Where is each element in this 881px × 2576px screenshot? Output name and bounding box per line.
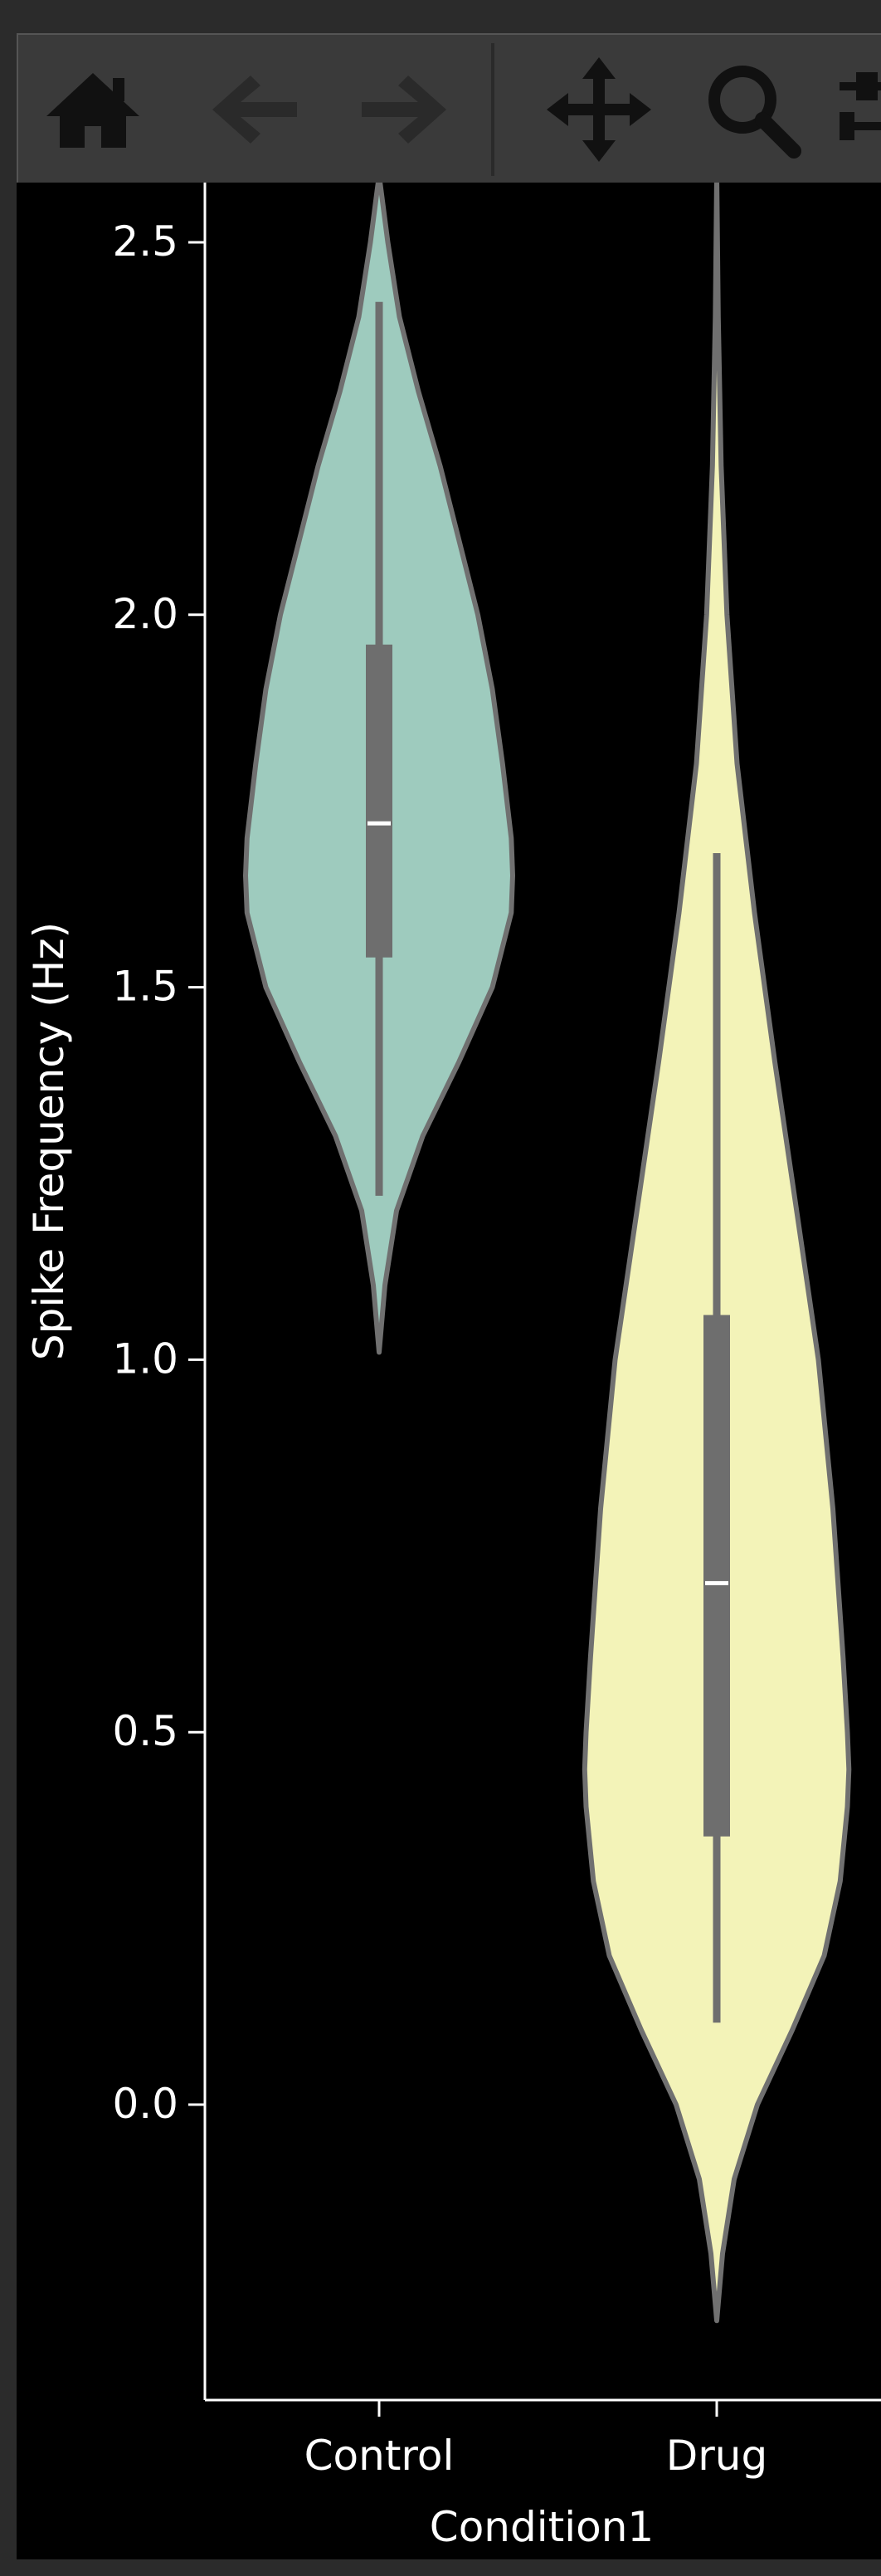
y-tick-label: 0.5 <box>112 1707 178 1755</box>
pan-icon <box>547 57 651 162</box>
zoom-button[interactable] <box>690 35 815 184</box>
pan-button[interactable] <box>537 35 661 184</box>
figure-canvas: 0.0 0.5 1.0 1.5 2.0 2.5 Control Drug Condition1 S… <box>17 173 881 2559</box>
navigation-toolbar <box>17 33 881 183</box>
y-axis-label: Spike Frequency (Hz) <box>25 922 73 1360</box>
y-tick-label: 2.5 <box>112 217 178 266</box>
y-tick-label: 1.5 <box>112 963 178 1011</box>
configure-subplots-icon <box>840 72 881 140</box>
iqr-box-control <box>366 644 392 958</box>
x-tick-label-control: Control <box>304 2432 455 2480</box>
home-button[interactable] <box>35 35 151 184</box>
home-icon <box>46 73 139 148</box>
configure-subplots-button[interactable] <box>840 35 881 184</box>
iqr-box-drug <box>703 1315 730 1837</box>
back-button[interactable] <box>197 35 313 184</box>
y-tick-label: 1.0 <box>112 1334 178 1383</box>
x-tick-label-drug: Drug <box>666 2432 768 2480</box>
x-axis-label: Condition1 <box>430 2503 654 2551</box>
back-arrow-icon <box>212 76 297 144</box>
y-tick-label: 2.0 <box>112 590 178 638</box>
y-tick-label: 0.0 <box>112 2080 178 2128</box>
zoom-icon <box>708 66 801 159</box>
forward-arrow-icon <box>362 76 446 144</box>
forward-button[interactable] <box>346 35 462 184</box>
toolbar-separator <box>491 43 494 176</box>
